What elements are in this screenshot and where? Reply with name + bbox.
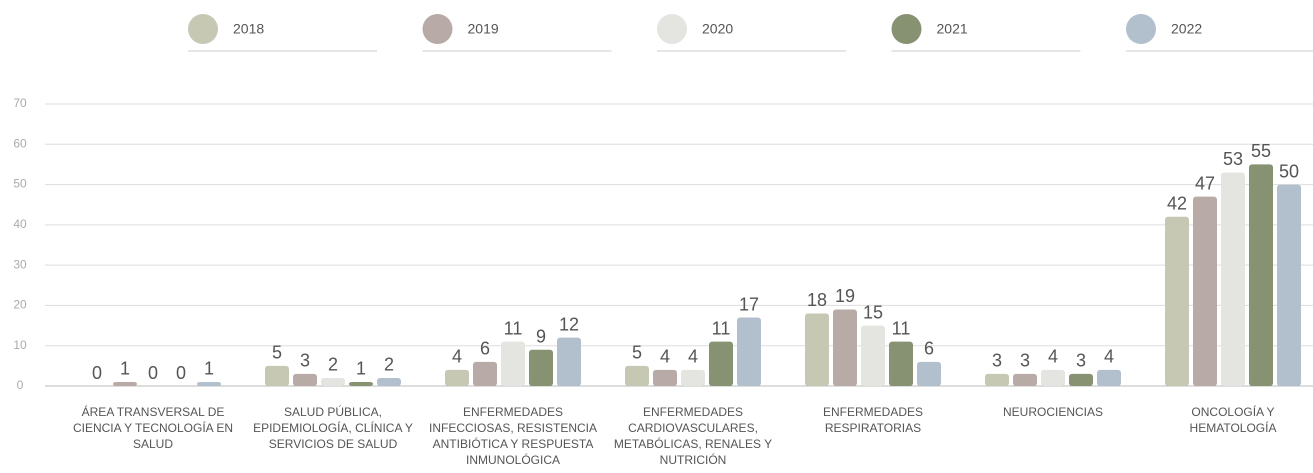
value-label: 15 — [863, 302, 883, 322]
x-tick-label: ENFERMEDADES INFECCIOSAS, RESISTENCIA AN… — [428, 405, 598, 467]
bar — [321, 377, 345, 386]
legend-label: 2018 — [233, 21, 264, 37]
bar — [1277, 184, 1301, 386]
bar — [917, 361, 941, 386]
value-label: 4 — [660, 347, 670, 367]
bar — [529, 349, 553, 386]
value-label: 1 — [120, 359, 130, 379]
y-tick-label: 30 — [13, 257, 27, 271]
value-label: 50 — [1279, 161, 1299, 181]
bar — [985, 373, 1009, 386]
value-label: 4 — [1104, 347, 1114, 367]
legend-swatch — [1126, 14, 1156, 44]
legend-swatch — [891, 14, 922, 44]
bar — [1069, 373, 1093, 386]
value-label: 11 — [712, 318, 731, 338]
bar — [197, 381, 221, 386]
value-label: 12 — [559, 314, 579, 334]
x-tick-label: ÁREA TRANSVERSAL DE CIENCIA Y TECNOLOGÍA… — [72, 405, 234, 451]
bar — [113, 381, 137, 386]
bar — [889, 341, 913, 386]
x-tick-label: ENFERMEDADES CARDIOVASCULARES, METABÓLIC… — [613, 405, 773, 467]
value-label: 19 — [835, 286, 855, 306]
value-label: 11 — [504, 318, 523, 338]
y-tick-label: 60 — [13, 136, 27, 150]
y-tick-label: 40 — [13, 217, 27, 231]
legend-swatch — [188, 14, 218, 44]
value-label: 53 — [1223, 149, 1243, 169]
bar — [557, 337, 581, 386]
y-tick-label: 70 — [13, 96, 27, 110]
y-tick-label: 0 — [17, 378, 24, 392]
y-tick-label: 10 — [13, 338, 27, 352]
bar — [737, 317, 761, 386]
legend-swatch — [422, 14, 453, 44]
value-label: 4 — [688, 347, 698, 367]
legend-label: 2022 — [1171, 21, 1202, 37]
bar — [681, 369, 705, 386]
x-tick-label: ONCOLOGÍA Y HEMATOLOGÍA — [1189, 405, 1277, 435]
bar — [709, 341, 733, 386]
bar — [265, 365, 289, 386]
legend-label: 2019 — [468, 21, 499, 37]
legend-label: 2020 — [702, 21, 733, 37]
bar — [1013, 373, 1037, 386]
legend-label: 2021 — [937, 21, 968, 37]
value-label: 2 — [328, 355, 338, 375]
bar — [1193, 196, 1217, 386]
value-label: 55 — [1251, 141, 1271, 161]
bar — [445, 369, 469, 386]
bar — [653, 369, 677, 386]
y-tick-label: 50 — [13, 177, 27, 191]
bar — [349, 381, 373, 386]
value-label: 0 — [148, 363, 158, 383]
value-label: 3 — [992, 351, 1002, 371]
x-tick-label: ENFERMEDADES RESPIRATORIAS — [822, 405, 923, 435]
value-label: 3 — [1020, 351, 1030, 371]
bar — [377, 377, 401, 386]
value-label: 5 — [272, 343, 282, 363]
bar — [805, 313, 829, 386]
y-tick-label: 20 — [13, 298, 27, 312]
bar — [1249, 164, 1273, 386]
value-label: 6 — [480, 339, 490, 359]
bar — [1221, 172, 1245, 386]
value-label: 3 — [1076, 351, 1086, 371]
bar — [293, 373, 317, 386]
bar — [833, 309, 857, 386]
value-label: 11 — [892, 318, 911, 338]
value-label: 2 — [384, 355, 394, 375]
bar — [1097, 369, 1121, 386]
bar — [473, 361, 497, 386]
bar — [625, 365, 649, 386]
value-label: 17 — [739, 294, 759, 314]
value-label: 0 — [92, 363, 102, 383]
bar — [861, 325, 885, 386]
x-tick-label: NEUROCIENCIAS — [1002, 405, 1103, 419]
value-label: 1 — [204, 359, 214, 379]
value-label: 4 — [452, 347, 462, 367]
legend-swatch — [657, 14, 687, 44]
value-label: 47 — [1195, 173, 1215, 193]
bar — [501, 341, 525, 386]
value-label: 0 — [176, 363, 186, 383]
value-label: 42 — [1167, 194, 1187, 214]
value-label: 5 — [632, 343, 642, 363]
value-label: 1 — [356, 359, 366, 379]
value-label: 18 — [807, 290, 827, 310]
value-label: 6 — [924, 339, 934, 359]
x-tick-label: SALUD PÚBLICA, EPIDEMIOLOGÍA, CLÍNICA Y … — [253, 405, 413, 451]
value-label: 4 — [1048, 347, 1058, 367]
bar — [1041, 369, 1065, 386]
value-label: 9 — [536, 326, 546, 346]
bar — [1165, 216, 1189, 386]
value-label: 3 — [300, 351, 310, 371]
